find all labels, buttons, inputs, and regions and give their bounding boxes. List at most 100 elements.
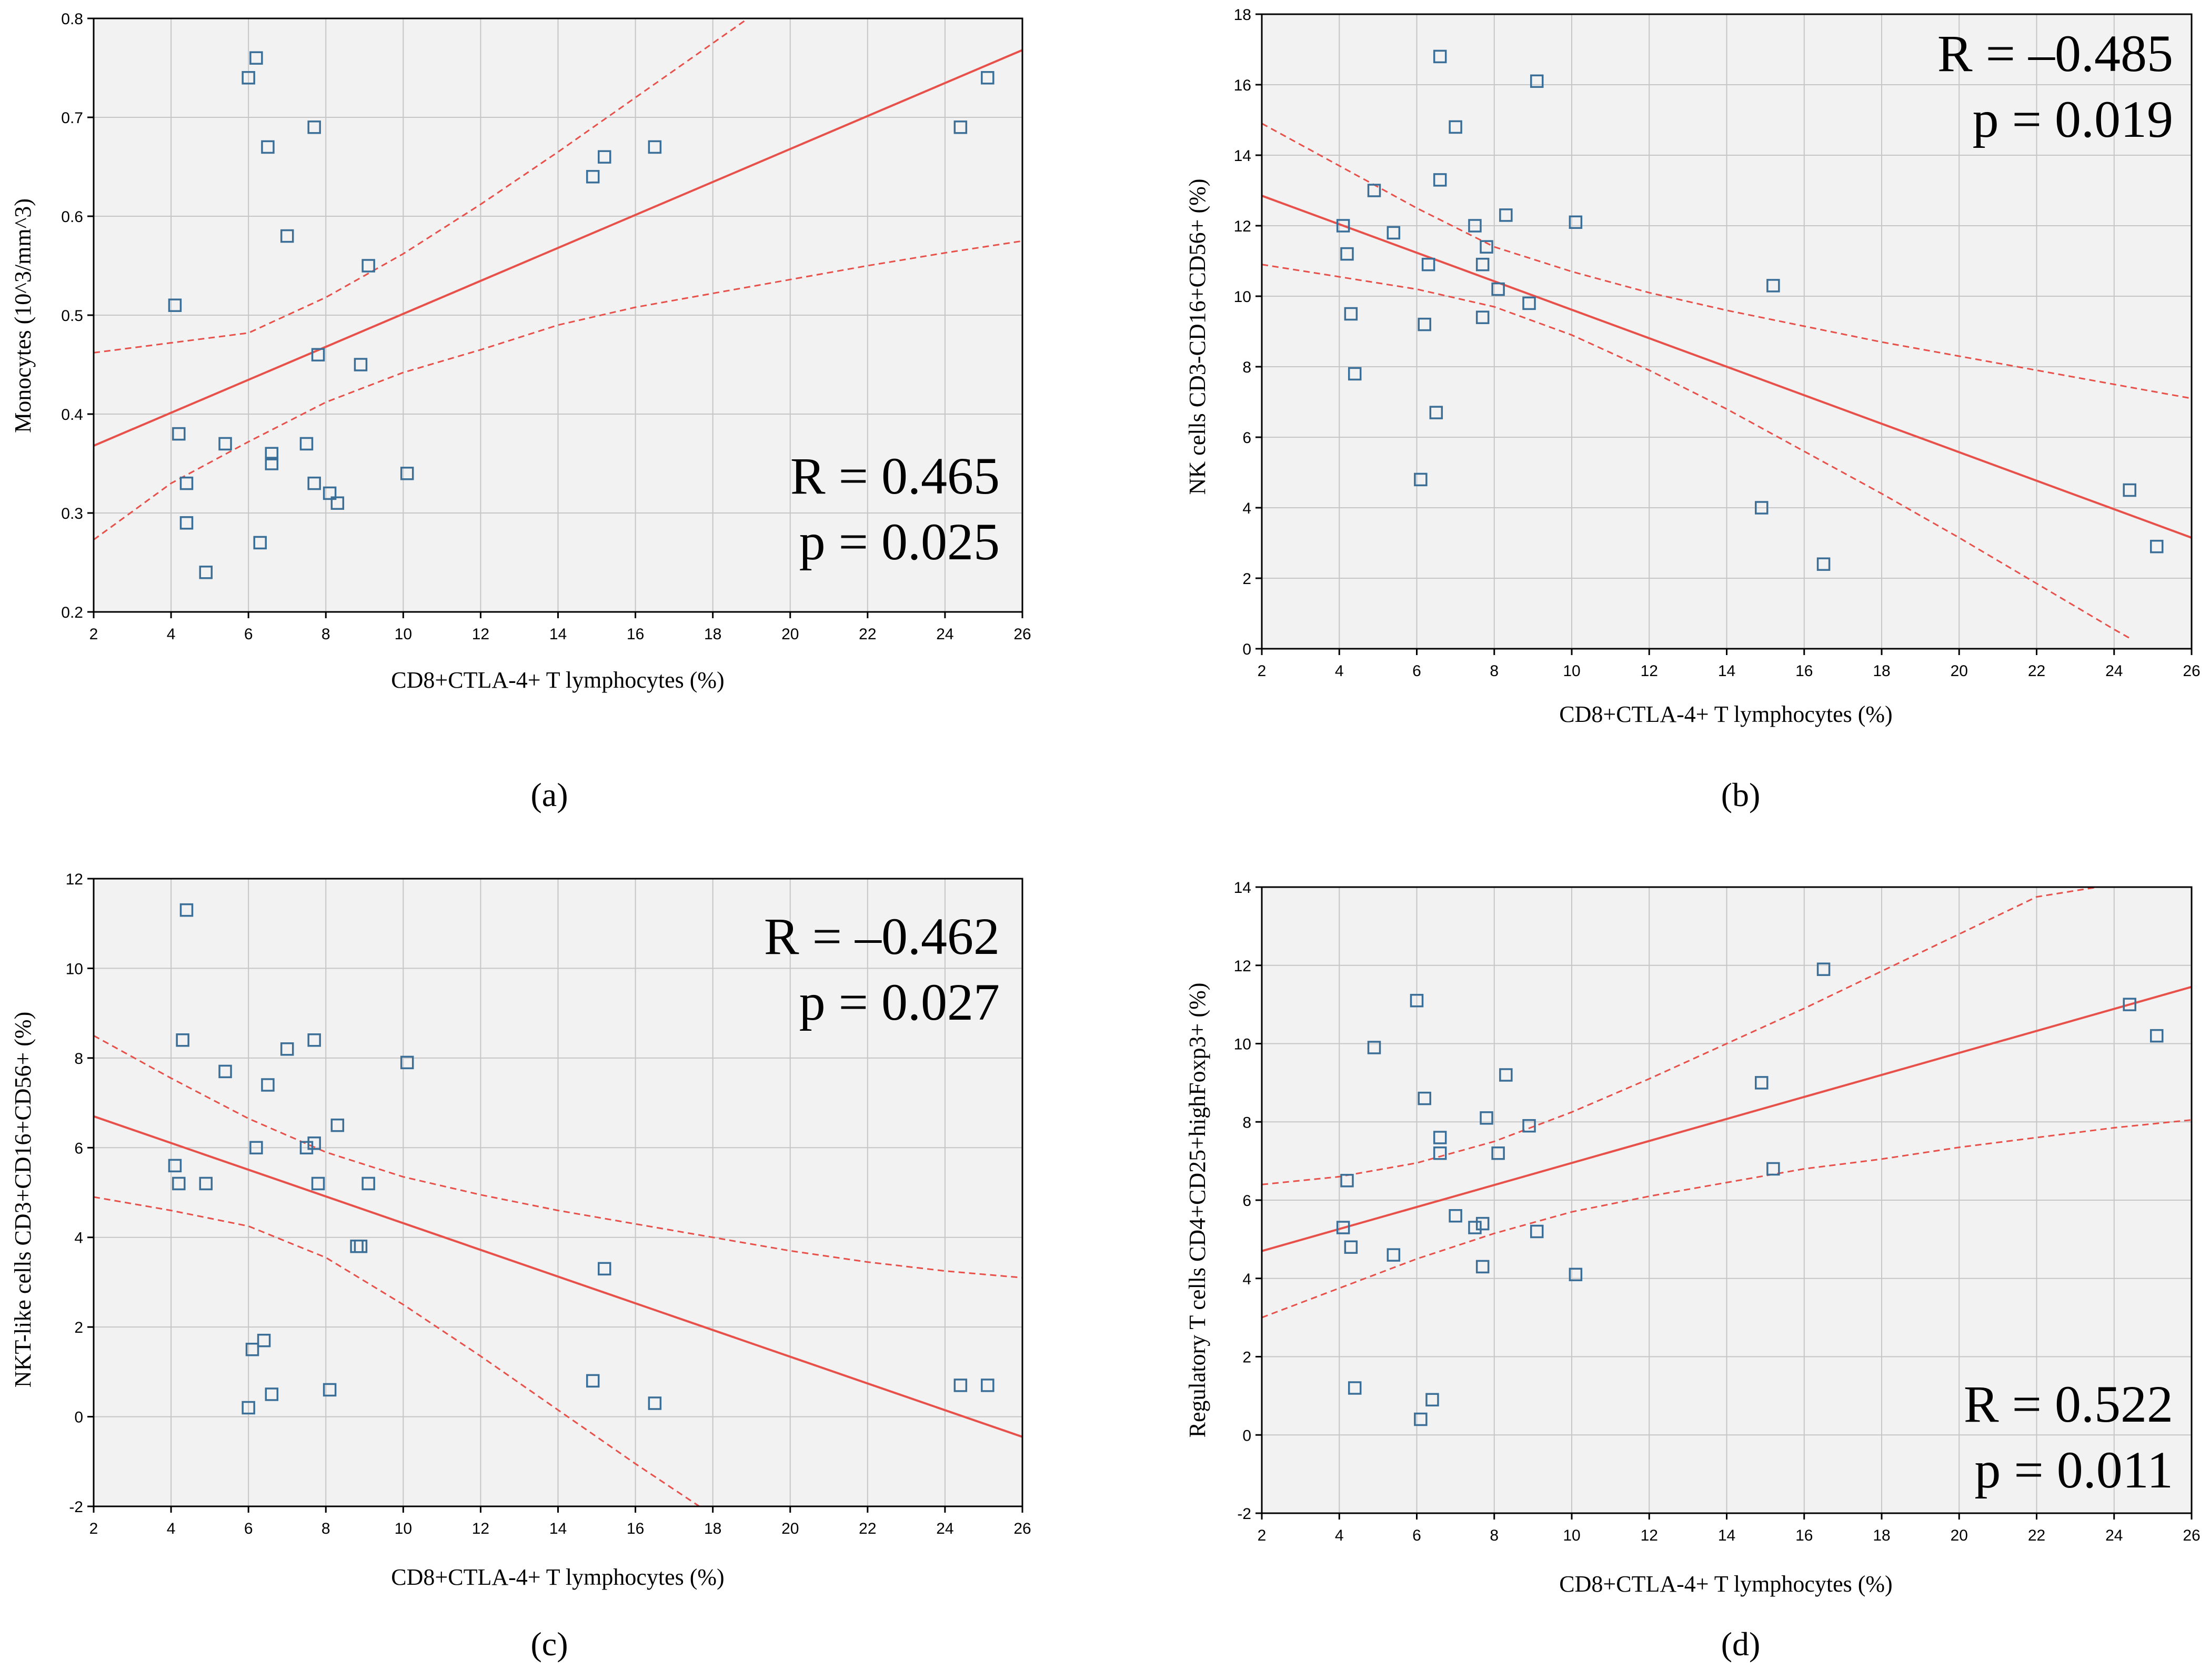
regression-group (94, 18, 1022, 541)
data-point (1414, 1412, 1428, 1426)
data-point (168, 298, 182, 312)
x-tick-label: 22 (2028, 662, 2045, 680)
panel-b-x-axis-label: CD8+CTLA-4+ T lymphocytes (%) (1559, 701, 1892, 727)
data-point (1421, 257, 1435, 271)
x-tick-label: 2 (89, 626, 98, 643)
x-tick-label: 14 (549, 626, 567, 643)
data-point (261, 1078, 275, 1092)
data-point (1433, 1146, 1447, 1160)
data-point (1414, 472, 1428, 487)
data-point (1348, 367, 1362, 381)
data-point (307, 1136, 321, 1150)
x-tick-label: 10 (1563, 662, 1580, 680)
data-point (1522, 296, 1536, 310)
data-point (307, 120, 321, 134)
data-point (299, 1141, 314, 1155)
x-tick-label: 20 (1951, 1527, 1968, 1544)
data-point (1491, 282, 1505, 296)
data-point (1480, 1111, 1493, 1125)
data-point (1449, 120, 1462, 134)
panel-a-x-axis-label: CD8+CTLA-4+ T lymphocytes (%) (391, 667, 724, 693)
panel-c-x-axis-label: CD8+CTLA-4+ T lymphocytes (%) (391, 1564, 724, 1590)
panel-c-r-value: R = –0.462 (764, 907, 1000, 965)
panel-d-caption: (d) (1721, 1625, 1761, 1663)
data-point (981, 71, 994, 85)
data-point (1468, 1221, 1482, 1234)
data-point (981, 1379, 994, 1392)
data-point (1344, 307, 1358, 321)
data-point (253, 536, 267, 550)
data-point (179, 476, 194, 490)
x-tick-label: 18 (704, 626, 721, 643)
data-point (1449, 1209, 1462, 1223)
data-point (361, 259, 375, 273)
data-point (265, 457, 279, 470)
panel-a-r-value: R = 0.465 (790, 447, 1000, 505)
x-tick-label: 26 (1013, 626, 1031, 643)
x-tick-label: 14 (1718, 1527, 1735, 1544)
y-tick-label: 0.4 (61, 406, 83, 424)
data-point (172, 1176, 186, 1191)
data-point (2149, 1029, 2164, 1043)
panel-d-p-value: p = 0.011 (1974, 1441, 2173, 1499)
y-tick-label: 0.8 (61, 11, 83, 28)
panel-b-y-axis-label: NK cells CD3-CD16+CD56+ (%) (1184, 179, 1210, 495)
data-point (245, 1343, 259, 1356)
x-tick-label: 18 (704, 1520, 721, 1537)
y-tick-label: 0 (1242, 1427, 1251, 1444)
y-tick-label: 18 (1234, 6, 1251, 24)
y-tick-label: 6 (1242, 429, 1251, 447)
x-tick-label: 4 (1335, 1527, 1344, 1544)
x-tick-label: 6 (244, 1520, 253, 1537)
x-tick-label: 6 (1412, 1527, 1421, 1544)
x-tick-label: 12 (472, 626, 489, 643)
data-point (1387, 1248, 1401, 1262)
panel-b-caption: (b) (1721, 776, 1761, 813)
data-point (179, 516, 194, 530)
data-point (1348, 1381, 1362, 1395)
data-point (1499, 208, 1513, 222)
y-tick-label: 10 (1234, 1036, 1251, 1053)
data-point (242, 1401, 255, 1415)
data-point (280, 229, 294, 243)
panel-d-x-axis-label: CD8+CTLA-4+ T lymphocytes (%) (1559, 1571, 1892, 1597)
panel-c-caption: (c) (530, 1625, 568, 1663)
y-tick-label: 16 (1234, 77, 1251, 94)
y-tick-label: 0 (1242, 641, 1251, 658)
x-tick-label: 22 (2028, 1527, 2045, 1544)
data-point (199, 566, 213, 579)
x-tick-label: 24 (2105, 662, 2123, 680)
data-point (1475, 310, 1490, 324)
data-point (1475, 257, 1490, 271)
y-tick-label: 0.5 (61, 307, 83, 325)
confidence-band-lower (1262, 264, 2130, 639)
data-point (2123, 483, 2136, 497)
x-tick-label: 2 (1258, 1527, 1267, 1544)
data-point (1433, 1131, 1447, 1144)
confidence-band-upper (1262, 887, 2103, 1185)
data-point (354, 1240, 368, 1253)
x-tick-label: 8 (1490, 662, 1499, 680)
data-point (218, 1064, 232, 1079)
data-point (1530, 1224, 1544, 1239)
x-tick-label: 2 (1258, 662, 1267, 680)
y-tick-label: 0.3 (61, 505, 83, 522)
data-point (168, 1159, 182, 1173)
data-point (1336, 219, 1350, 233)
data-point (280, 1042, 294, 1056)
x-tick-label: 12 (1641, 1527, 1658, 1544)
x-tick-label: 8 (1490, 1527, 1499, 1544)
data-point (1569, 1267, 1583, 1282)
data-point (400, 1055, 414, 1070)
data-point (1340, 1174, 1354, 1188)
y-tick-label: -2 (1237, 1505, 1251, 1523)
panel-c-y-axis-label: NKT-like cells CD3+CD16+CD56+ (%) (10, 1012, 36, 1387)
panel-a-p-value: p = 0.025 (799, 512, 1000, 571)
y-tick-label: 14 (1234, 879, 1251, 897)
x-tick-label: 12 (472, 1520, 489, 1537)
data-point (307, 476, 321, 490)
